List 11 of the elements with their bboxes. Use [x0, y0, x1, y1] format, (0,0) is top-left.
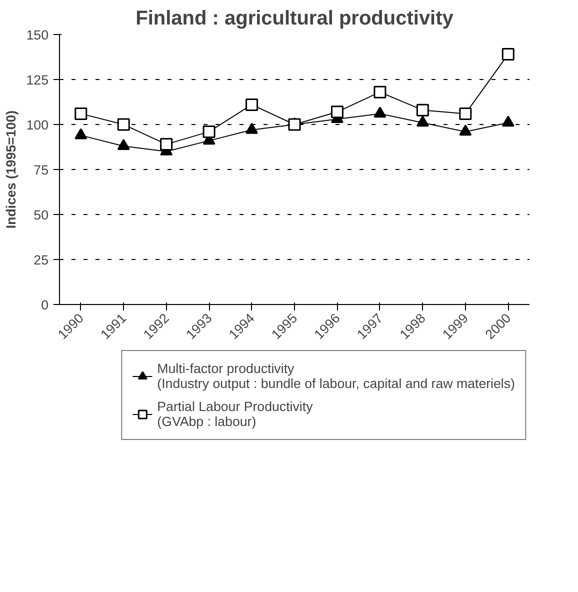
chart-title: Finland : agricultural productivity — [136, 8, 454, 30]
y-tick-label: 0 — [41, 298, 49, 312]
y-tick-label: 100 — [26, 118, 49, 132]
y-tick-label: 25 — [34, 252, 49, 268]
legend-label: Partial Labour Productivity (GVAbp : labour) — [157, 399, 313, 429]
y-tick-label: 150 — [26, 28, 49, 42]
y-axis-title: Indices (1995=100) — [3, 110, 18, 229]
legend-label: Multi-factor productivity (Industry output : bundle of labour, capital and raw materiels) — [157, 361, 515, 391]
y-tick-label: 125 — [26, 72, 49, 88]
y-tick-label: 75 — [34, 162, 49, 178]
y-tick-label: 50 — [34, 208, 49, 222]
